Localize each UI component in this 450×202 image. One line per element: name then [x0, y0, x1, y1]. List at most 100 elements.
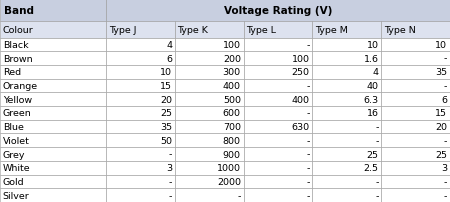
Bar [175, 134, 243, 147]
Text: -: - [444, 191, 447, 200]
Text: 1.6: 1.6 [364, 54, 378, 63]
Text: 6.3: 6.3 [363, 95, 378, 104]
Bar [243, 66, 312, 79]
Text: Red: Red [3, 68, 21, 77]
Bar [0, 66, 106, 79]
Bar [175, 161, 243, 175]
Text: Colour: Colour [3, 26, 33, 35]
Bar [381, 120, 450, 134]
Text: -: - [375, 177, 378, 186]
Text: Yellow: Yellow [3, 95, 32, 104]
Bar [312, 66, 381, 79]
Text: 20: 20 [435, 123, 447, 132]
Bar [106, 134, 175, 147]
Bar [381, 52, 450, 66]
Bar [175, 175, 243, 188]
Text: -: - [306, 191, 310, 200]
Text: -: - [306, 177, 310, 186]
Bar [175, 188, 243, 202]
Text: Type L: Type L [246, 26, 276, 35]
Bar [381, 134, 450, 147]
Text: Blue: Blue [3, 123, 23, 132]
Text: -: - [375, 123, 378, 132]
Bar [106, 66, 175, 79]
Bar [381, 188, 450, 202]
Bar [243, 22, 312, 38]
Bar [312, 22, 381, 38]
Bar [106, 0, 450, 22]
Bar [106, 161, 175, 175]
Bar [175, 52, 243, 66]
Text: Band: Band [4, 6, 34, 16]
Text: -: - [169, 191, 172, 200]
Text: 300: 300 [223, 68, 241, 77]
Text: Type M: Type M [315, 26, 348, 35]
Bar [312, 52, 381, 66]
Bar [312, 38, 381, 52]
Text: Voltage Rating (V): Voltage Rating (V) [224, 6, 332, 16]
Bar [243, 93, 312, 107]
Text: Grey: Grey [3, 150, 25, 159]
Bar [243, 38, 312, 52]
Bar [106, 147, 175, 161]
Bar [0, 79, 106, 93]
Text: Type K: Type K [177, 26, 208, 35]
Bar [106, 107, 175, 120]
Bar [106, 93, 175, 107]
Bar [0, 147, 106, 161]
Text: 4: 4 [373, 68, 378, 77]
Bar [175, 66, 243, 79]
Text: 400: 400 [292, 95, 310, 104]
Bar [243, 107, 312, 120]
Bar [381, 66, 450, 79]
Text: -: - [306, 41, 310, 50]
Bar [106, 79, 175, 93]
Text: 6: 6 [441, 95, 447, 104]
Text: 10: 10 [435, 41, 447, 50]
Bar [0, 52, 106, 66]
Text: 1000: 1000 [217, 163, 241, 172]
Text: 250: 250 [292, 68, 310, 77]
Text: -: - [444, 136, 447, 145]
Text: -: - [375, 136, 378, 145]
Text: 600: 600 [223, 109, 241, 118]
Text: -: - [306, 150, 310, 159]
Text: Green: Green [3, 109, 32, 118]
Text: 2.5: 2.5 [364, 163, 378, 172]
Text: 40: 40 [366, 82, 378, 90]
Text: Silver: Silver [3, 191, 29, 200]
Text: 10: 10 [160, 68, 172, 77]
Bar [312, 147, 381, 161]
Text: 25: 25 [366, 150, 378, 159]
Bar [312, 79, 381, 93]
Text: Orange: Orange [3, 82, 38, 90]
Text: Black: Black [3, 41, 28, 50]
Bar [312, 188, 381, 202]
Text: 15: 15 [435, 109, 447, 118]
Bar [0, 120, 106, 134]
Text: Type N: Type N [384, 26, 416, 35]
Bar [312, 120, 381, 134]
Bar [106, 38, 175, 52]
Text: 20: 20 [160, 95, 172, 104]
Text: 900: 900 [223, 150, 241, 159]
Bar [243, 161, 312, 175]
Text: 10: 10 [366, 41, 378, 50]
Text: -: - [169, 177, 172, 186]
Text: 700: 700 [223, 123, 241, 132]
Bar [381, 22, 450, 38]
Text: 50: 50 [160, 136, 172, 145]
Text: 100: 100 [292, 54, 310, 63]
Text: 35: 35 [435, 68, 447, 77]
Text: 800: 800 [223, 136, 241, 145]
Text: -: - [444, 82, 447, 90]
Text: 3: 3 [441, 163, 447, 172]
Text: Violet: Violet [3, 136, 30, 145]
Text: 500: 500 [223, 95, 241, 104]
Bar [381, 175, 450, 188]
Text: Gold: Gold [3, 177, 24, 186]
Text: White: White [3, 163, 30, 172]
Bar [381, 147, 450, 161]
Bar [243, 120, 312, 134]
Bar [243, 147, 312, 161]
